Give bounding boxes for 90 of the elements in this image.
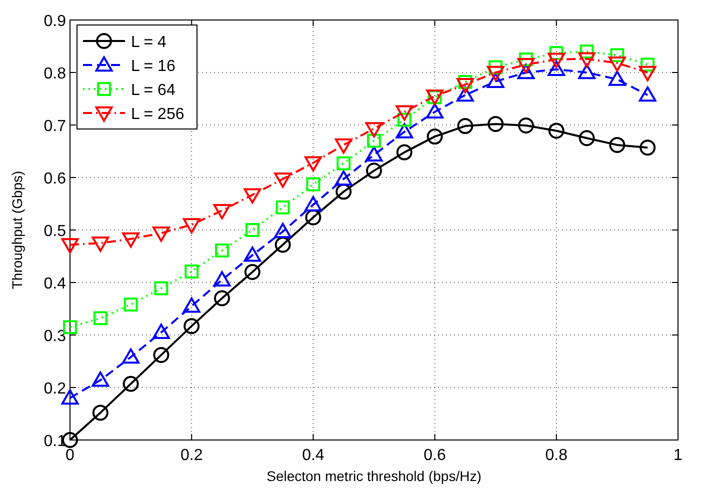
legend-label: L = 64 xyxy=(131,82,176,99)
point xyxy=(426,128,443,145)
point xyxy=(580,44,594,58)
point xyxy=(92,236,110,252)
point xyxy=(213,271,231,286)
point xyxy=(367,134,381,148)
point xyxy=(334,170,352,186)
y-tick-label: 0.2 xyxy=(44,380,66,398)
point xyxy=(456,78,474,94)
point xyxy=(124,298,138,312)
point xyxy=(366,162,382,179)
point xyxy=(640,58,655,72)
x-axis-title: Selecton metric threshold (bps/Hz) xyxy=(266,468,482,484)
point xyxy=(122,232,140,248)
point xyxy=(336,184,352,200)
point xyxy=(245,223,260,237)
point xyxy=(336,156,351,170)
point xyxy=(517,58,535,74)
point xyxy=(122,376,139,392)
point xyxy=(274,172,292,188)
point xyxy=(518,118,534,134)
point xyxy=(365,146,383,162)
point xyxy=(456,86,474,102)
x-tick-label: 0.2 xyxy=(180,447,203,464)
point xyxy=(244,188,262,204)
point xyxy=(548,52,566,68)
y-tick-label: 0.8 xyxy=(44,66,66,82)
x-tick-label: 1 xyxy=(674,447,683,464)
y-axis-title: Throughput (Gbps) xyxy=(9,170,25,290)
point xyxy=(396,144,412,160)
point xyxy=(305,209,322,226)
point xyxy=(426,103,444,118)
point xyxy=(184,264,199,278)
legend-label: L = 16 xyxy=(131,58,176,75)
y-tick-label: 0.7 xyxy=(44,118,66,135)
point xyxy=(214,290,230,306)
point xyxy=(548,60,566,76)
point xyxy=(610,48,624,62)
point xyxy=(486,66,504,82)
point xyxy=(608,56,626,72)
legend-label: L = 4 xyxy=(131,34,167,51)
point xyxy=(184,318,200,334)
x-tick-label: 0.4 xyxy=(302,447,324,464)
point xyxy=(578,52,596,68)
point xyxy=(304,196,322,212)
point xyxy=(182,218,200,234)
point xyxy=(152,324,170,339)
point xyxy=(488,116,504,132)
point xyxy=(396,105,414,121)
point xyxy=(304,156,322,172)
point xyxy=(365,122,383,138)
point xyxy=(215,244,229,258)
point xyxy=(486,72,504,88)
legend-label: L = 256 xyxy=(131,106,184,123)
point xyxy=(396,123,414,138)
point xyxy=(608,70,626,86)
point xyxy=(154,281,168,296)
point xyxy=(578,130,595,146)
point xyxy=(274,222,292,238)
point xyxy=(640,140,656,156)
point xyxy=(334,138,352,154)
y-tick-label: 0.4 xyxy=(44,276,66,292)
point xyxy=(638,86,656,102)
point xyxy=(549,46,564,60)
point xyxy=(61,238,79,254)
point xyxy=(153,346,170,363)
x-tick-label: 0 xyxy=(66,447,75,464)
point xyxy=(517,64,535,80)
point xyxy=(92,404,108,421)
point xyxy=(244,246,262,262)
y-tick-label: 0.9 xyxy=(44,13,66,30)
x-tick-label: 0.8 xyxy=(545,447,568,464)
point xyxy=(92,371,110,387)
point xyxy=(274,236,291,253)
point xyxy=(122,348,140,364)
point xyxy=(578,64,596,80)
point xyxy=(306,177,320,192)
y-tick-label: 0.5 xyxy=(44,223,66,240)
x-tick-label: 0.6 xyxy=(424,447,446,464)
point xyxy=(93,311,108,326)
point xyxy=(276,200,290,214)
point xyxy=(152,226,170,242)
point xyxy=(638,66,656,82)
point xyxy=(244,264,260,280)
point xyxy=(457,118,474,134)
point xyxy=(609,136,626,153)
point xyxy=(213,204,231,220)
point xyxy=(182,297,200,313)
y-tick-label: 0.6 xyxy=(44,170,66,188)
point xyxy=(548,122,564,139)
